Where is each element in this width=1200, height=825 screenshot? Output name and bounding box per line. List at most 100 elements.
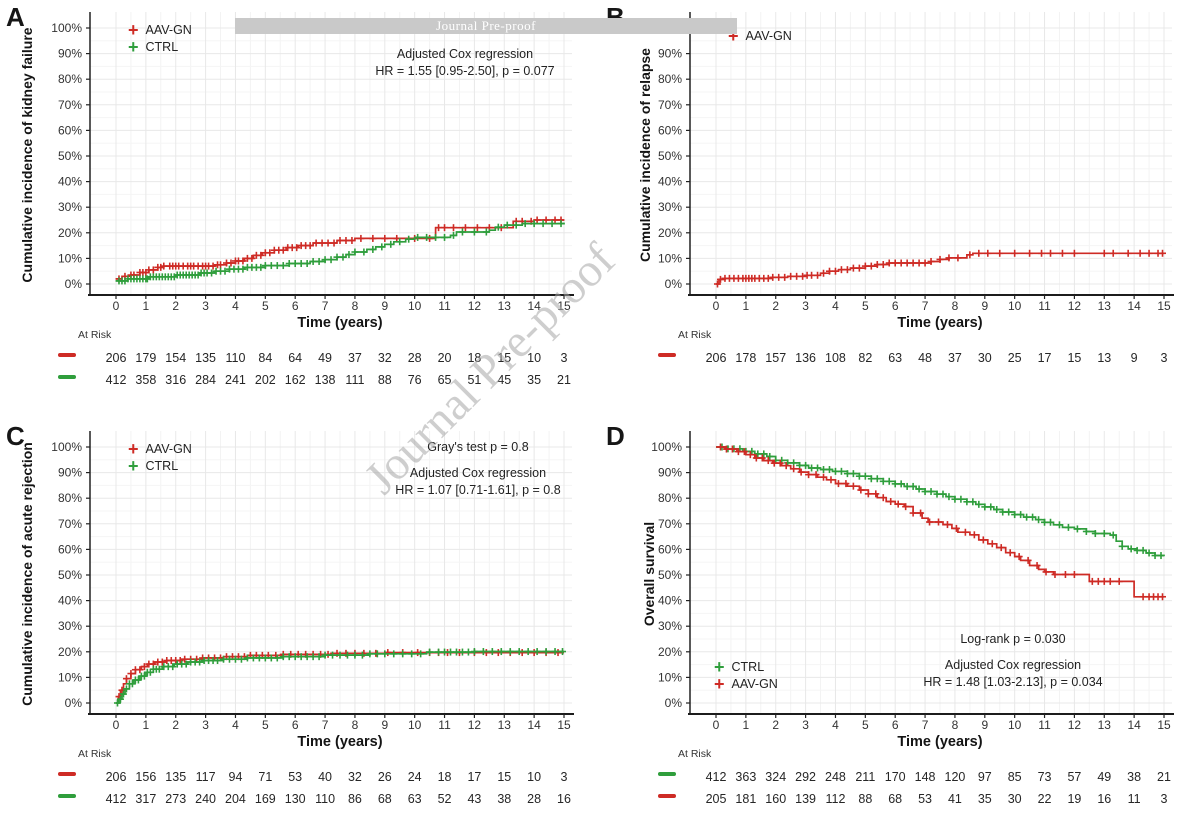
x-tick-label: 9 [381,299,388,313]
at-risk-value: 48 [918,351,932,365]
at-risk-value: 110 [315,792,335,806]
at-risk-value: 30 [978,351,992,365]
at-risk-value: 135 [165,770,186,784]
y-tick-label: 40% [58,175,82,189]
x-tick-label: 11 [438,718,451,732]
at-risk-value: 28 [408,351,422,365]
at-risk-value: 51 [467,373,481,387]
at-risk-value: 38 [497,792,511,806]
at-risk-value: 88 [378,373,392,387]
at-risk-row-aav-gn: 205 181 160 139 112 88 68 53 41 35 30 22 19 16 11 3 [658,792,1168,806]
censor-marks-aav-gn [115,216,565,283]
y-tick-label: 40% [58,594,82,608]
at-risk-value: 169 [255,792,276,806]
at-risk-value: 284 [195,373,216,387]
x-tick-label: 1 [143,718,150,732]
x-tick-label: 3 [802,299,809,313]
at-risk-swatch-aav-gn [58,353,76,357]
legend-label: AAV-GN [145,442,192,456]
at-risk-value: 38 [1127,770,1141,784]
y-tick-label: 90% [658,47,682,61]
x-tick-label: 2 [772,299,779,313]
at-risk-row-ctrl: 412 358 316 284 241 202 162 138 111 88 76 65 51 45 35 2… [58,373,571,387]
x-tick-label: 0 [713,299,720,313]
at-risk-value: 3 [561,351,568,365]
x-tick-label: 5 [262,299,269,313]
y-tick-label: 100% [651,440,682,454]
x-tick-label: 4 [832,299,839,313]
at-risk-value: 22 [1038,792,1052,806]
at-risk-value: 170 [885,770,906,784]
x-tick-label: 13 [1098,718,1112,732]
x-tick-label: 7 [322,299,329,313]
legend-item-aav-gn: + AAV-GN [714,675,778,693]
x-tick-label: 1 [143,299,150,313]
y-axis-title-b: Cumulative incidence of relapse [637,48,653,262]
at-risk-value: 52 [438,792,452,806]
at-risk-value: 63 [888,351,902,365]
plus-marker-icon: + [714,656,725,677]
at-risk-value: 41 [948,792,962,806]
x-tick-label: 10 [408,718,422,732]
y-tick-label: 20% [58,645,82,659]
at-risk-value: 71 [258,770,272,784]
x-tick-label: 9 [981,718,988,732]
at-risk-value: 412 [106,792,127,806]
at-risk-value: 21 [1157,770,1171,784]
x-tick-label: 13 [498,718,512,732]
at-risk-value: 82 [858,351,872,365]
stats-annotation-d: Log-rank p = 0.030 Adjusted Cox regressio… [878,631,1148,691]
x-tick-label: 3 [202,299,209,313]
y-tick-label: 10% [658,670,682,684]
x-tick-label: 2 [172,299,179,313]
at-risk-value: 148 [915,770,936,784]
x-tick-label: 6 [892,718,899,732]
at-risk-value: 108 [825,351,846,365]
x-tick-label: 4 [232,718,239,732]
at-risk-value: 86 [348,792,362,806]
y-axis-title-c: Cumulative incidence of acute rejection [19,442,35,706]
y-tick-label: 0% [65,696,83,710]
y-tick-label: 70% [58,517,82,531]
banner-text: Journal Pre-proof [436,18,536,33]
panel-a: A Cumulative incidence of kidney failure 0… [0,0,600,412]
x-tick-label: 15 [1157,718,1171,732]
x-tick-label: 1 [743,299,750,313]
x-axis-title-d: Time (years) [897,734,982,750]
at-risk-row-aav-gn: 206 179 154 135 110 84 64 49 37 32 28 20 18 15 10 3 [58,351,568,365]
at-risk-row-aav-gn: 206 156 135 117 94 71 53 40 32 26 24 18 17 15 10 3 [58,770,568,784]
x-tick-label: 15 [1157,299,1171,313]
at-risk-value: 3 [561,770,568,784]
at-risk-value: 37 [948,351,962,365]
at-risk-value: 181 [735,792,756,806]
at-risk-value: 68 [888,792,902,806]
censor-marks-ctrl [115,220,565,285]
y-tick-label: 40% [658,175,682,189]
plus-marker-icon: + [128,438,139,459]
at-risk-value: 412 [706,770,727,784]
at-risk-row-aav-gn: 206 178 157 136 108 82 63 48 37 30 25 17 15 13 9 3 [658,351,1168,365]
y-tick-label: 20% [658,226,682,240]
at-risk-value: 273 [165,792,186,806]
at-risk-value: 110 [225,351,245,365]
at-risk-value: 112 [825,792,845,806]
at-risk-value: 160 [765,792,786,806]
annotation-line: Adjusted Cox regression [944,658,1082,672]
x-tick-label: 6 [292,718,299,732]
censor-marks-aav-gn [115,649,562,701]
y-tick-label: 70% [58,98,82,112]
at-risk-value: 20 [438,351,452,365]
at-risk-value: 25 [1008,351,1022,365]
at-risk-value: 15 [497,351,511,365]
plus-marker-icon: + [128,36,139,57]
at-risk-value: 10 [527,770,541,784]
x-tick-label: 14 [1127,718,1141,732]
plot-a: 0 1 2 3 4 5 6 7 8 9 10 11 12 13 14 150%10%20%30%40%50%6… [51,12,574,387]
at-risk-value: 154 [165,351,186,365]
legend-c: + AAV-GN + CTRL [128,438,192,475]
plot-b: 0 1 2 3 4 5 6 7 8 9 10 11 12 13 14 150%10%20%30%40%50%6… [651,12,1174,365]
at-risk-label-b: At Risk [678,329,712,341]
at-risk-value: 211 [855,770,875,784]
at-risk-value: 156 [135,770,156,784]
